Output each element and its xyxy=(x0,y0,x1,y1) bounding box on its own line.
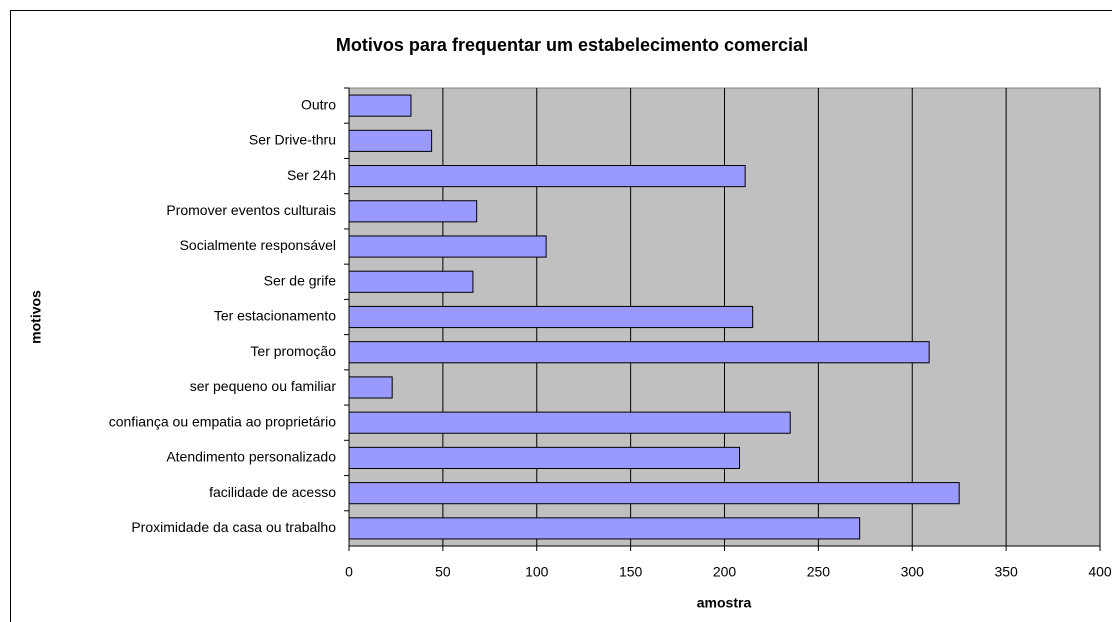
y-tick-label: Promover eventos culturais xyxy=(166,202,336,218)
bar xyxy=(348,305,754,329)
bar xyxy=(348,446,741,469)
y-tick-label: Ser de grife xyxy=(264,272,337,288)
y-tick-label: Atendimento personalizado xyxy=(166,449,336,465)
bar xyxy=(348,165,746,188)
y-tick-label: Ser 24h xyxy=(287,167,336,183)
x-tick-label: 50 xyxy=(435,564,451,580)
x-axis-title: amostra xyxy=(697,595,752,611)
y-axis-title: motivos xyxy=(28,290,44,344)
bar xyxy=(348,517,861,540)
y-tick-label: Socialmente responsável xyxy=(180,237,336,253)
bar xyxy=(348,94,412,117)
bar xyxy=(348,129,433,152)
x-tick-label: 0 xyxy=(345,564,353,580)
bar xyxy=(348,482,960,505)
y-tick-label: Ser Drive-thru xyxy=(249,132,336,148)
x-tick-label: 200 xyxy=(713,564,737,580)
bar xyxy=(348,270,474,293)
y-tick-label: facilidade de acesso xyxy=(209,484,336,500)
bar xyxy=(348,235,547,258)
y-tick-label: Ter estacionamento xyxy=(214,308,336,324)
bar xyxy=(348,200,478,223)
x-tick-label: 350 xyxy=(994,564,1018,580)
y-tick-label: Ter promoção xyxy=(250,343,336,359)
chart-title: Motivos para frequentar um estabelecimen… xyxy=(336,35,808,55)
bar xyxy=(348,376,393,399)
x-tick-label: 400 xyxy=(1088,564,1112,580)
x-tick-label: 100 xyxy=(525,564,549,580)
x-tick-label: 250 xyxy=(807,564,831,580)
y-tick-label: ser pequeno ou familiar xyxy=(190,378,337,394)
y-tick-label: Proximidade da casa ou trabalho xyxy=(131,519,336,535)
x-tick-label: 300 xyxy=(901,564,925,580)
y-tick-label: confiança ou empatia ao proprietário xyxy=(109,413,336,429)
y-tick-label: Outro xyxy=(301,96,336,112)
bar xyxy=(348,341,930,364)
bar xyxy=(348,411,791,434)
x-tick-label: 150 xyxy=(619,564,643,580)
